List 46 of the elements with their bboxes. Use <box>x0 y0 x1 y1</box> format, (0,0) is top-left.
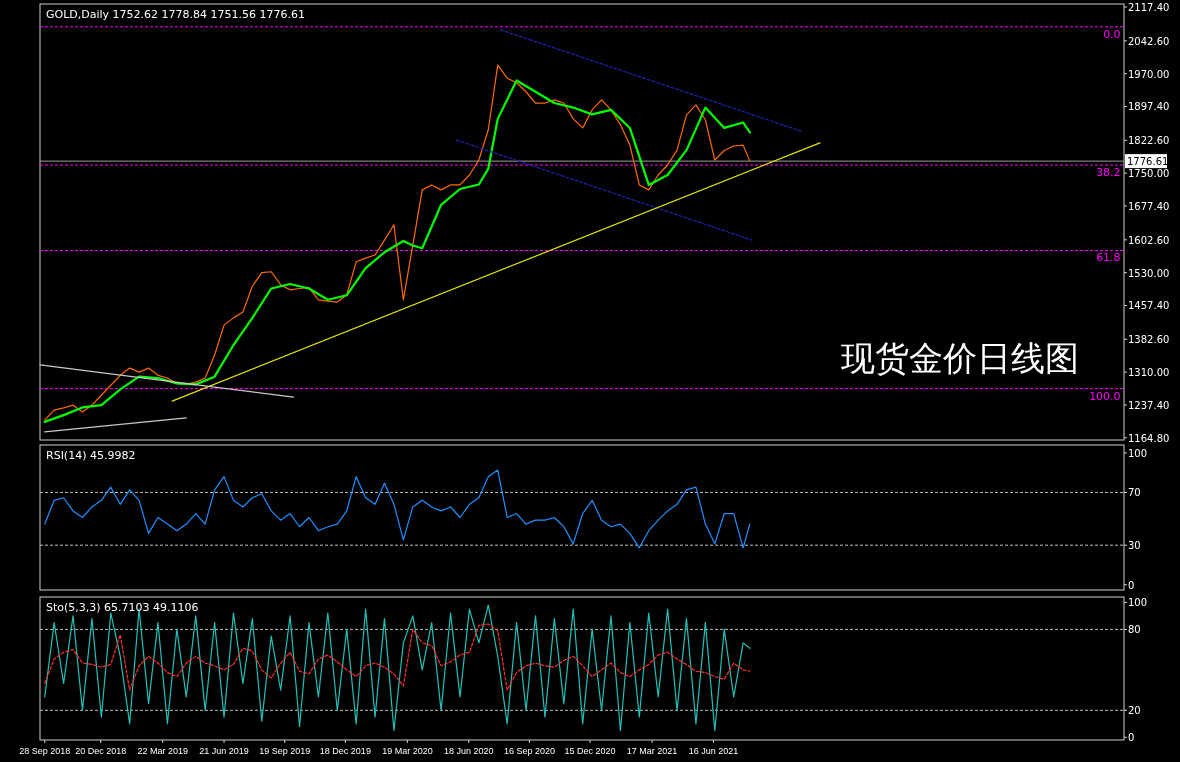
y-tick-label: 30 <box>1128 540 1141 552</box>
annotation: 100.0 <box>1089 389 1121 403</box>
x-tick-label: 19 Mar 2020 <box>382 746 433 756</box>
y-tick-label: 2042.60 <box>1128 35 1170 47</box>
x-tick-label: 22 Mar 2019 <box>137 746 188 756</box>
y-tick-label: 100 <box>1128 597 1148 609</box>
y-tick-label: 1750.00 <box>1128 168 1170 180</box>
line-series <box>44 469 751 549</box>
y-tick-label: 20 <box>1128 705 1141 717</box>
y-tick-label: 70 <box>1128 487 1141 499</box>
x-tick-label: 17 Mar 2021 <box>626 746 678 756</box>
x-tick-label: 20 Dec 2018 <box>75 746 127 756</box>
x-tick-label: 18 Jun 2020 <box>443 746 494 756</box>
y-tick-label: 1382.60 <box>1128 334 1170 346</box>
x-tick-label: 18 Dec 2019 <box>319 746 371 756</box>
line-series <box>44 604 751 732</box>
y-tick-label: 1457.40 <box>1128 300 1170 312</box>
y-tick-label: 1237.40 <box>1128 399 1170 411</box>
ref-line-label: 1776.61 <box>1127 156 1169 168</box>
x-tick-label: 19 Sep 2019 <box>259 746 311 756</box>
y-tick-label: 100 <box>1128 447 1148 459</box>
chart-title: Sto(5,3,3) 65.7103 49.1106 <box>46 601 199 614</box>
y-tick-label: 1164.80 <box>1128 432 1170 444</box>
annotation: 现货金价日线图 <box>841 338 1079 378</box>
y-tick-label: 1822.60 <box>1128 135 1170 147</box>
y-tick-label: 0 <box>1128 732 1135 744</box>
y-tick-label: 1677.40 <box>1128 200 1170 212</box>
y-tick-label: 1897.40 <box>1128 101 1170 113</box>
y-tick-label: 1530.00 <box>1128 267 1170 279</box>
annotation: 38.2 <box>1096 166 1121 180</box>
x-tick-label: 28 Sep 2018 <box>19 746 71 756</box>
x-tick-label: 16 Jun 2021 <box>688 746 739 756</box>
y-tick-label: 0 <box>1128 579 1135 591</box>
x-tick-label: 15 Dec 2020 <box>564 746 616 756</box>
y-tick-label: 80 <box>1128 624 1141 636</box>
annotation: 0.0 <box>1103 27 1121 41</box>
y-tick-label: 1970.00 <box>1128 68 1170 80</box>
x-tick-label: 16 Sep 2020 <box>503 746 555 756</box>
y-tick-label: 1602.60 <box>1128 234 1170 246</box>
chart-title: GOLD,Daily 1752.62 1778.84 1751.56 1776.61 <box>46 8 306 21</box>
chart-title: RSI(14) 45.9982 <box>46 449 136 462</box>
y-tick-label: 1310.00 <box>1128 367 1170 379</box>
annotation: 61.8 <box>1096 251 1121 265</box>
line-series <box>44 623 751 691</box>
x-tick-label: 21 Jun 2019 <box>199 746 249 756</box>
y-tick-label: 2117.40 <box>1128 1 1170 13</box>
